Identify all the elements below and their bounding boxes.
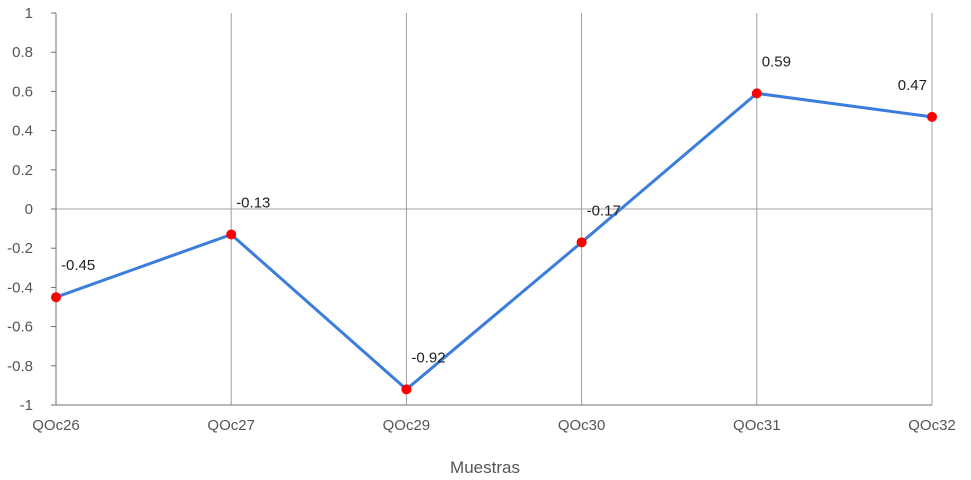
series-layer [54, 91, 934, 391]
x-tick-label: QOc29 [383, 417, 431, 434]
x-tick-label: QOc32 [908, 417, 956, 434]
data-point [401, 384, 412, 395]
x-tick-labels: QOc26 QOc27 QOc29 QOc30 QOc31 QOc32 [32, 417, 956, 434]
data-label: -0.45 [61, 257, 95, 274]
y-tick-label: 1 [25, 5, 33, 22]
x-tick-label: QOc26 [32, 417, 80, 434]
data-label: -0.17 [587, 202, 621, 219]
data-point [576, 237, 587, 248]
x-tick-label: QOc30 [558, 417, 606, 434]
y-tick-label: 0.4 [12, 123, 33, 140]
y-tick-label: -0.8 [7, 358, 33, 375]
y-tick-label: 0.6 [12, 83, 33, 100]
y-tick-labels: 1 0.8 0.6 0.4 0.2 0 -0.2 -0.4 -0.6 -0.8 -1 [7, 5, 33, 414]
data-point [226, 229, 237, 240]
grid-layer [55, 13, 933, 405]
y-tick-label: -0.4 [7, 279, 33, 296]
x-tick-label: QOc27 [207, 417, 255, 434]
axis-layer [51, 12, 932, 406]
data-point [51, 292, 61, 303]
series-line [54, 91, 934, 391]
marker-layer [51, 88, 937, 395]
data-label: -0.13 [236, 194, 270, 211]
y-tick-label: -0.6 [7, 319, 33, 336]
y-tick-label: 0.2 [12, 162, 33, 179]
data-point [927, 111, 937, 122]
data-label: -0.92 [411, 349, 445, 366]
x-axis-title: Muestras [450, 458, 520, 477]
y-tick-label: -0.2 [7, 240, 33, 257]
data-label: 0.59 [762, 53, 791, 70]
y-tick-label: -1 [20, 397, 33, 414]
y-tick-label: 0.8 [12, 44, 33, 61]
data-point [751, 88, 762, 99]
x-tick-label: QOc31 [733, 417, 781, 434]
data-label: 0.47 [898, 77, 927, 94]
data-label-layer: -0.45 -0.13 -0.92 -0.17 0.59 0.47 [61, 53, 927, 366]
y-tick-label: 0 [25, 201, 33, 218]
